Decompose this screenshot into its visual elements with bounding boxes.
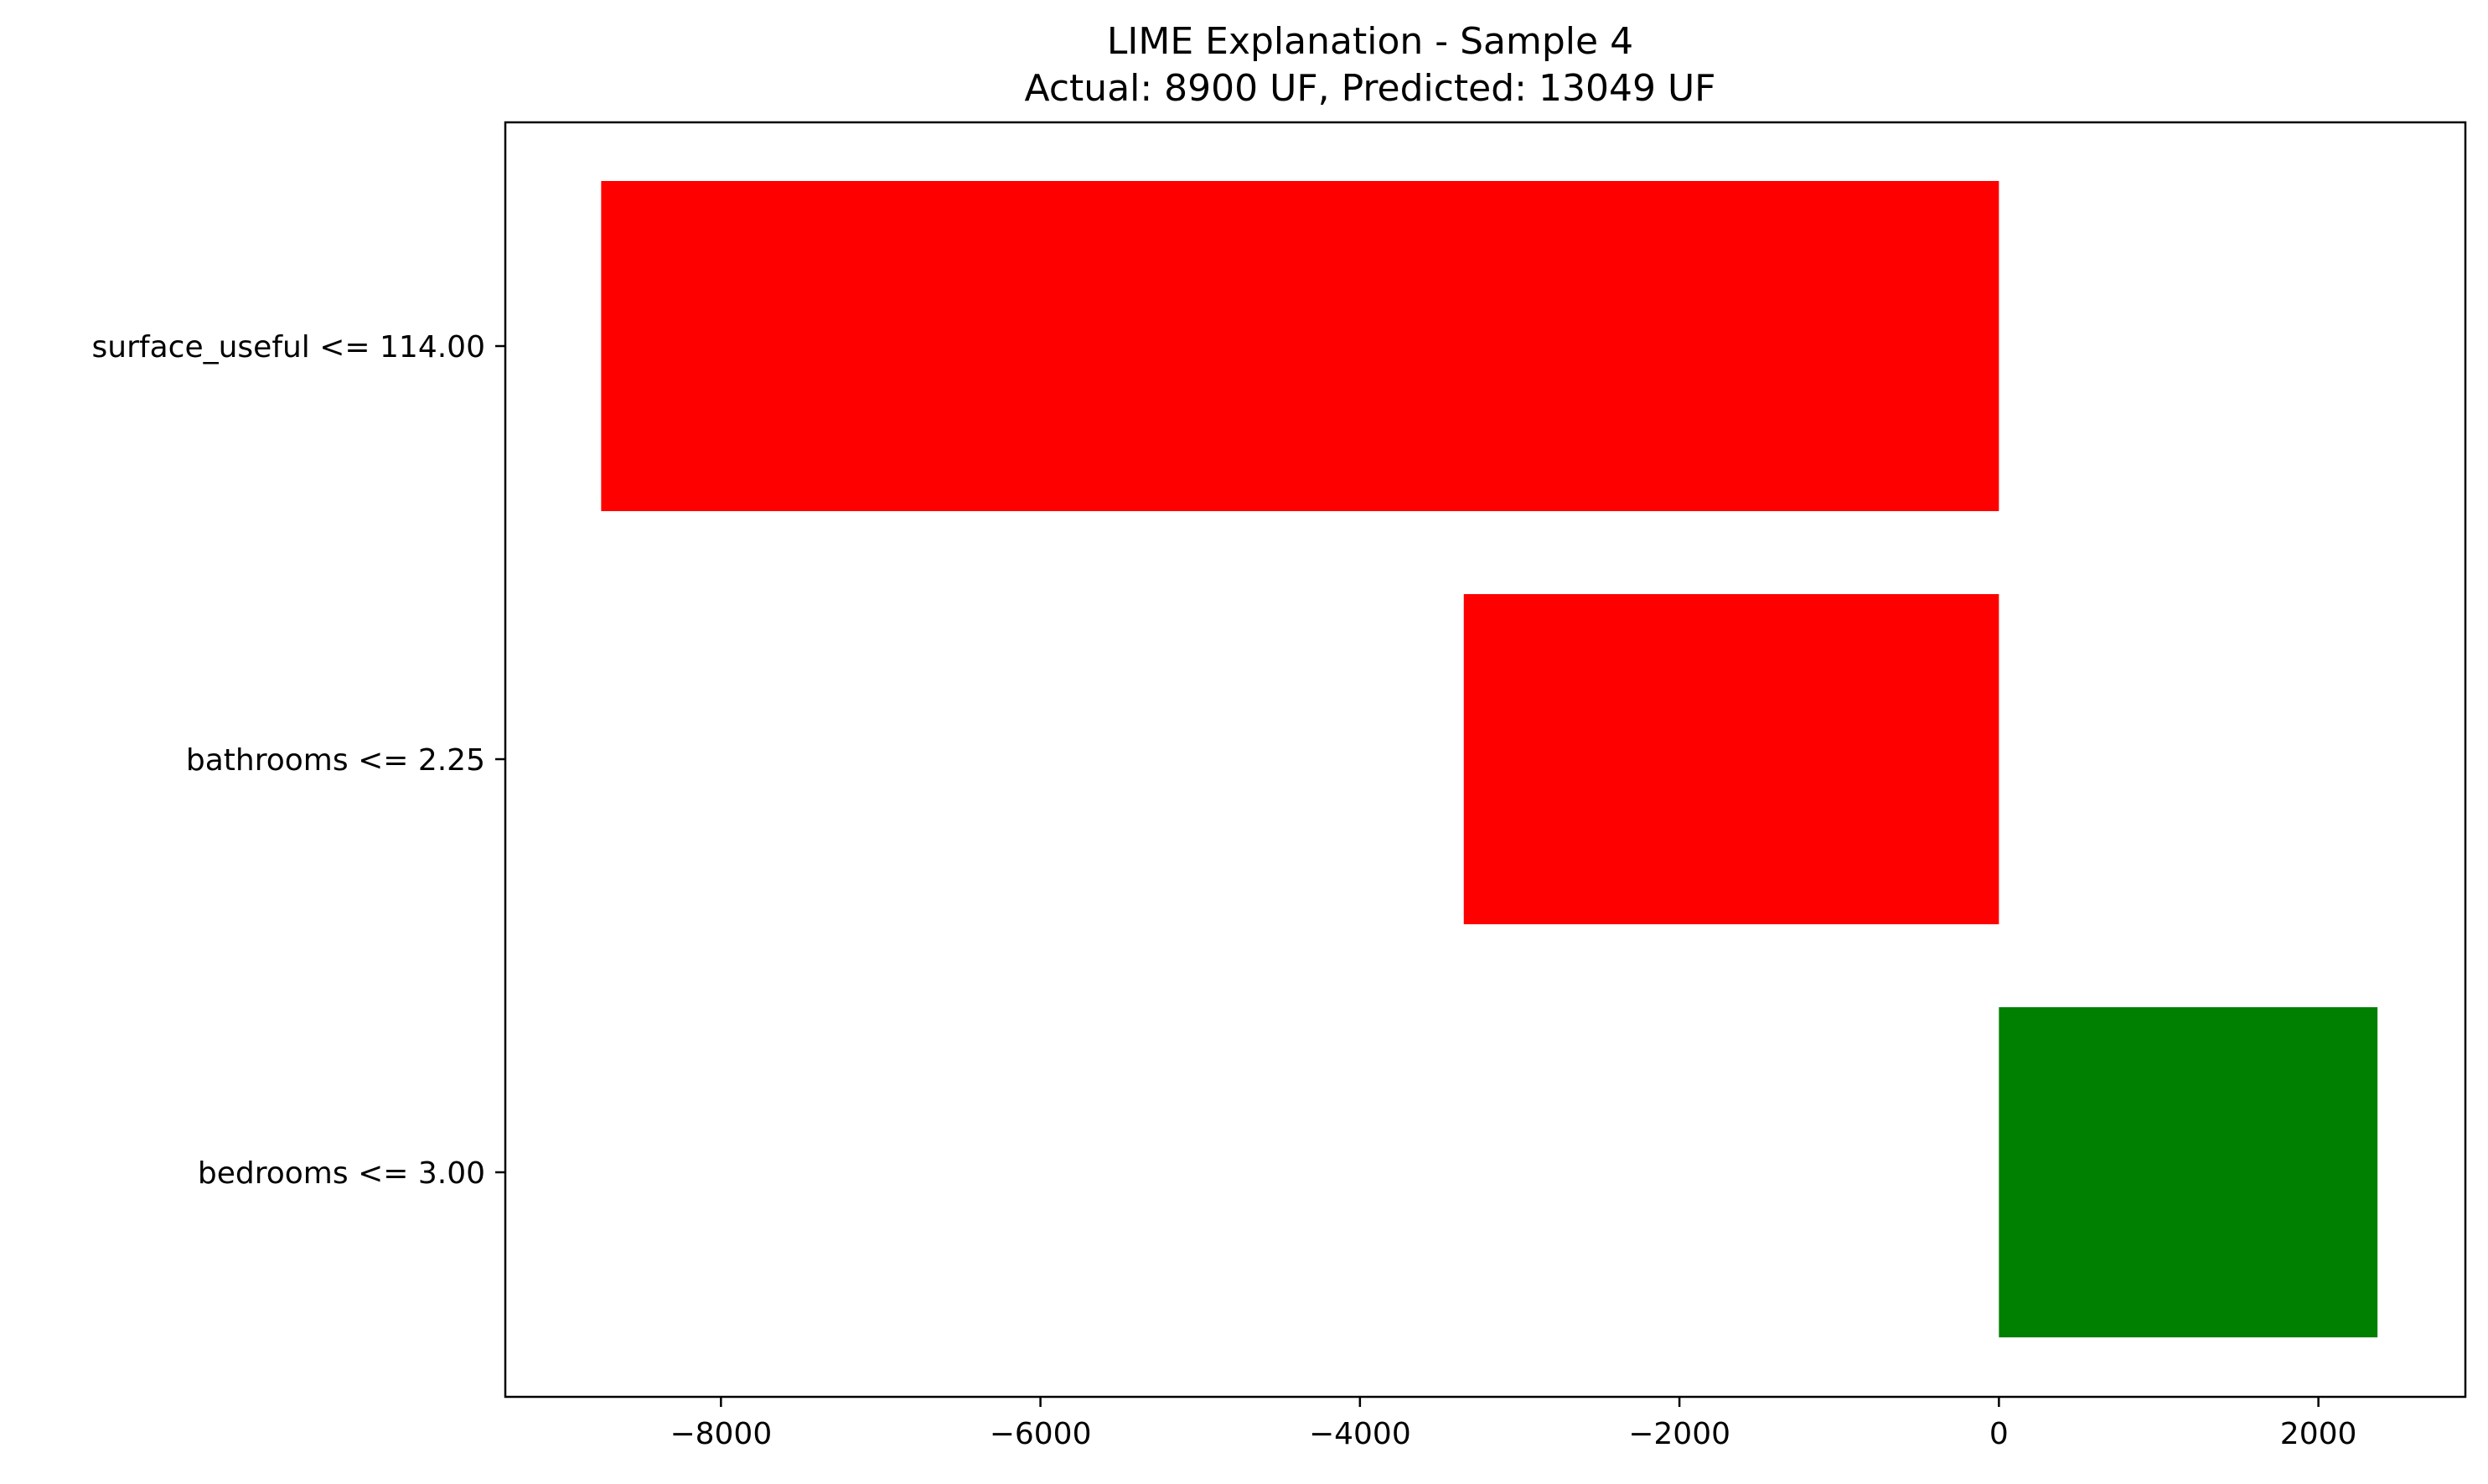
bars-layer [601, 181, 2378, 1337]
bar-1 [1463, 594, 1999, 924]
y-tick-label-0: surface_useful <= 114.00 [92, 330, 485, 365]
x-axis: −8000 −6000 −4000 −2000 0 2000 [670, 1397, 2356, 1451]
bar-0 [601, 181, 1999, 511]
x-tick-label-2: −4000 [1309, 1417, 1411, 1451]
x-tick-label-1: −6000 [990, 1417, 1092, 1451]
y-tick-label-2: bedrooms <= 3.00 [198, 1156, 485, 1191]
x-tick-label-0: −8000 [670, 1417, 772, 1451]
plot-frame [504, 121, 2467, 1399]
x-tick-label-5: 2000 [2280, 1417, 2357, 1451]
chart-subtitle: Actual: 8900 UF, Predicted: 13049 UF [1025, 67, 1716, 110]
y-axis: surface_useful <= 114.00 bathrooms <= 2.2… [92, 330, 505, 1191]
y-tick-label-1: bathrooms <= 2.25 [186, 743, 485, 778]
chart-title: LIME Explanation - Sample 4 [1107, 20, 1633, 63]
x-tick-label-3: −2000 [1628, 1417, 1730, 1451]
x-tick-label-4: 0 [1989, 1417, 2009, 1451]
bar-2 [1999, 1007, 2378, 1337]
